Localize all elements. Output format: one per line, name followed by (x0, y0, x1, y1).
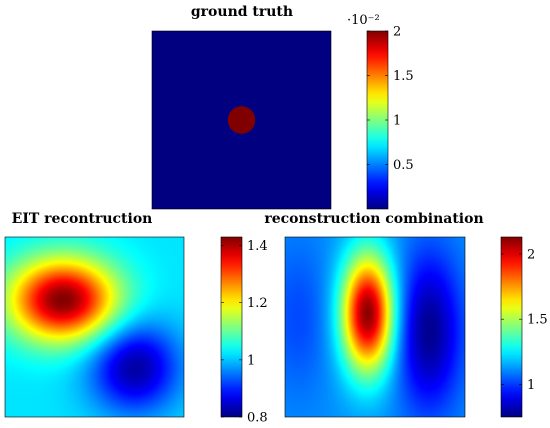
colorbar-gradient (220, 236, 243, 418)
panel-reconstruction-combination: reconstruction combination 11.52 (264, 211, 548, 418)
heatmap-reconstruction-combination (285, 237, 465, 417)
colorbar-tick-label: 2 (527, 247, 535, 262)
colorbar-eit-reconstruction: 0.8 1 1.2 1.4 (220, 236, 268, 426)
colorbar-tick-label: 0.5 (393, 158, 414, 173)
colorbar-tick-label: 0.8 (247, 411, 268, 425)
heatmap-frame-eit (4, 236, 185, 418)
colorbar-tick-label: 1.2 (247, 296, 268, 311)
colorbar-ground-truth: 0.5 1 1.5 2 (366, 25, 414, 210)
panel-eit-reconstruction: EIT recontruction 0.8 1 1.2 1.4 (4, 211, 268, 426)
colorbar-gradient (366, 30, 389, 210)
title-reconstruction-combination: reconstruction combination (264, 211, 483, 227)
colorbar-tick-label: 1 (527, 378, 535, 393)
heatmap-eit-reconstruction (5, 237, 184, 417)
colorbar-tick-label: 1.5 (527, 313, 548, 328)
colorbar-tick-label: 1 (393, 114, 401, 129)
colorbar-tick-label: 1 (247, 353, 255, 368)
colorbar-gradient (500, 236, 523, 418)
colorbar-tick-label: 1.4 (247, 239, 268, 254)
inclusion-disc (227, 106, 256, 134)
panel-ground-truth: ground truth 0.5 1 1.5 2 ·10⁻² (151, 4, 414, 210)
colorbar-reconstruction-combination: 11.52 (500, 236, 548, 418)
heatmap-frame-combination (284, 236, 466, 418)
title-ground-truth: ground truth (191, 4, 293, 20)
colorbar-tick-label: 1.5 (393, 69, 414, 84)
colorbar-tick-label: 2 (393, 25, 401, 40)
colorbar-multiplier: ·10⁻² (347, 13, 380, 28)
title-eit-reconstruction: EIT recontruction (12, 211, 153, 227)
